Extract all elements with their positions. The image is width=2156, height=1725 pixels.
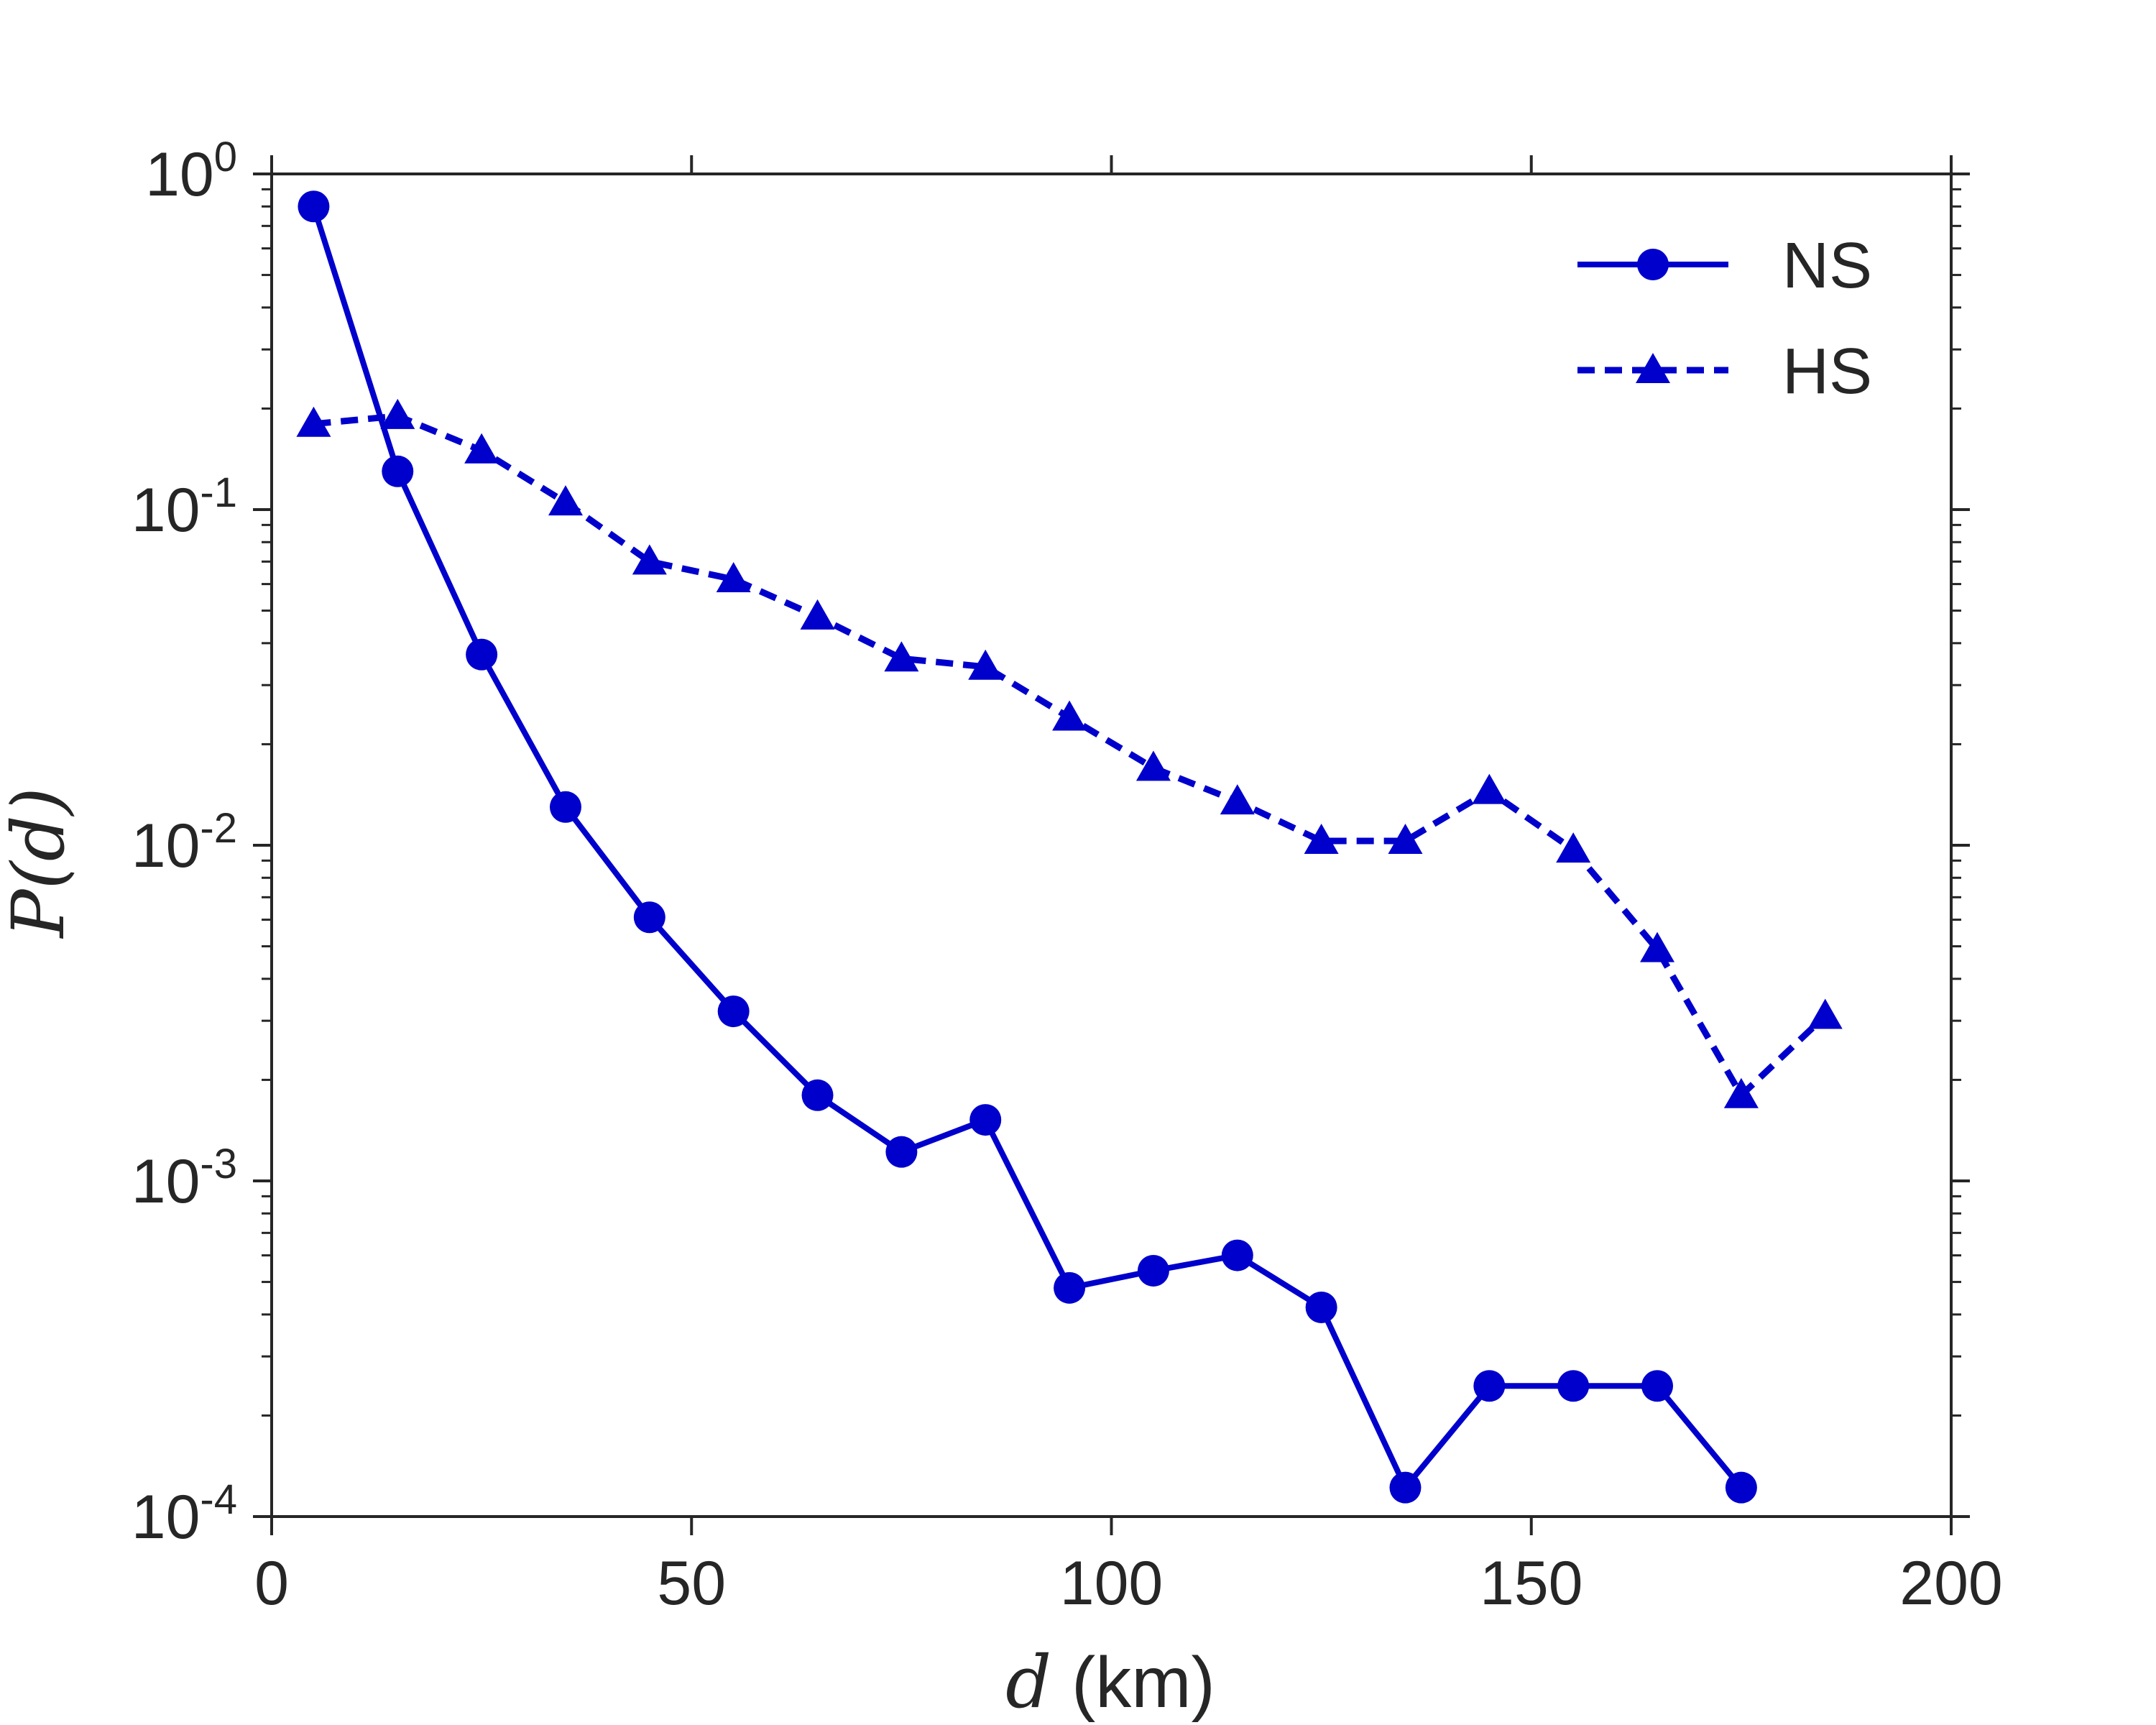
data-point-ns xyxy=(1557,1370,1590,1402)
x-axis-label: d (km) xyxy=(1005,1640,1215,1724)
x-tick-label: 0 xyxy=(254,1549,289,1618)
data-point-hs xyxy=(1052,700,1087,731)
series-ns xyxy=(298,190,1757,1504)
data-point-ns xyxy=(298,190,330,223)
data-point-ns xyxy=(1389,1471,1422,1504)
axes-layer xyxy=(253,155,1970,1535)
legend-hs-label: HS xyxy=(1782,336,1872,408)
data-point-ns xyxy=(1137,1254,1169,1287)
data-point-ns xyxy=(1221,1239,1253,1271)
data-point-hs xyxy=(1472,773,1507,804)
data-point-hs xyxy=(1388,824,1423,855)
data-point-ns xyxy=(717,995,750,1028)
data-point-hs xyxy=(1220,784,1255,815)
data-point-hs xyxy=(1640,932,1675,962)
data-point-hs xyxy=(464,433,499,464)
data-point-ns xyxy=(1725,1471,1757,1504)
legend-ns-marker xyxy=(1637,249,1669,280)
data-point-hs xyxy=(800,599,835,630)
data-point-hs xyxy=(632,544,667,575)
data-point-hs xyxy=(548,485,583,516)
x-tick-label: 200 xyxy=(1899,1549,2003,1618)
data-point-hs xyxy=(1135,750,1171,781)
data-point-hs xyxy=(380,398,415,429)
legend: NS HS xyxy=(1577,230,1872,408)
data-point-ns xyxy=(466,638,498,671)
legend-entry-ns: NS xyxy=(1577,230,1872,302)
data-point-hs xyxy=(884,641,919,672)
series-layer xyxy=(296,190,1843,1504)
y-tick-label: 100 xyxy=(145,134,237,209)
data-point-hs xyxy=(1723,1077,1759,1108)
legend-entry-hs: HS xyxy=(1577,336,1872,408)
legend-hs-marker xyxy=(1636,353,1670,383)
data-point-ns xyxy=(382,455,414,487)
data-point-ns xyxy=(1305,1291,1337,1323)
data-point-hs xyxy=(1807,998,1843,1029)
data-point-ns xyxy=(633,901,665,934)
data-point-ns xyxy=(885,1136,918,1168)
data-point-hs xyxy=(296,406,331,437)
data-point-ns xyxy=(549,791,581,823)
data-point-hs xyxy=(968,649,1003,680)
data-point-hs xyxy=(1556,832,1591,863)
y-tick-label: 10-4 xyxy=(132,1476,237,1552)
x-tick-label: 50 xyxy=(657,1549,726,1618)
plot-area xyxy=(272,174,1951,1517)
data-point-ns xyxy=(801,1079,834,1111)
data-point-ns xyxy=(1473,1370,1506,1402)
y-tick-label: 10-1 xyxy=(132,469,237,545)
data-point-hs xyxy=(716,561,751,592)
series-hs xyxy=(296,398,1843,1108)
data-point-ns xyxy=(1641,1370,1674,1402)
x-tick-label: 100 xyxy=(1060,1549,1164,1618)
data-point-ns xyxy=(969,1104,1002,1136)
plot-background xyxy=(272,174,1951,1517)
legend-ns-label: NS xyxy=(1782,230,1872,302)
data-point-hs xyxy=(1304,824,1339,855)
y-axis-label: P(d) xyxy=(0,787,80,939)
data-point-ns xyxy=(1054,1271,1086,1304)
tick-labels: 0 50 100 150 200 100 10-1 10-2 10-3 10-4 xyxy=(132,134,2003,1618)
y-tick-label: 10-2 xyxy=(132,805,237,880)
y-tick-label: 10-3 xyxy=(132,1141,237,1216)
x-tick-label: 150 xyxy=(1480,1549,1583,1618)
